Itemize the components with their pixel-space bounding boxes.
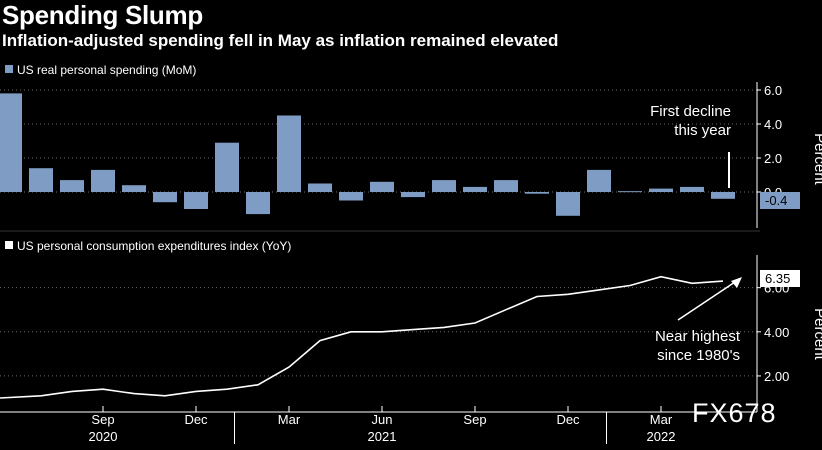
pce-series-line bbox=[0, 275, 724, 399]
x-tick-label: Mar bbox=[278, 412, 301, 427]
line-last-value: 6.35 bbox=[765, 271, 790, 286]
x-tick-label: Dec bbox=[556, 412, 580, 427]
bar bbox=[711, 192, 735, 199]
bar bbox=[556, 192, 580, 216]
bar bbox=[463, 186, 487, 192]
bar bbox=[587, 169, 611, 192]
bar bbox=[29, 168, 53, 192]
line-annotation-line1: Near highest bbox=[655, 328, 741, 345]
line-last-value-badge: 6.35 bbox=[760, 270, 800, 287]
bar bbox=[122, 185, 146, 192]
bar-annotation-line2: this year bbox=[674, 122, 731, 139]
bar-ytick-label: 2.0 bbox=[764, 151, 782, 166]
line-annotation-line2: since 1980's bbox=[657, 347, 740, 364]
bar bbox=[277, 115, 301, 192]
x-year-label: 2020 bbox=[89, 429, 118, 444]
bar bbox=[184, 192, 208, 209]
bar-last-value-badge: -0.4 bbox=[760, 192, 800, 209]
bar-annotation-line1: First decline bbox=[650, 103, 731, 120]
bar-ytick-label: 6.0 bbox=[764, 83, 782, 98]
line-panel: US personal consumption expenditures ind… bbox=[0, 239, 822, 412]
x-tick-label: Sep bbox=[91, 412, 114, 427]
x-tick-label: Dec bbox=[184, 412, 208, 427]
bar-legend-swatch bbox=[5, 65, 13, 73]
bar-last-value: -0.4 bbox=[765, 193, 787, 208]
bar bbox=[339, 192, 363, 201]
line-annotation-arrow bbox=[677, 279, 739, 321]
bar bbox=[618, 191, 642, 193]
bar bbox=[308, 183, 332, 192]
line-legend-swatch bbox=[5, 241, 13, 249]
bar bbox=[246, 192, 270, 215]
x-axis: Sep 2020 Dec Mar Jun 2021 Sep Dec Mar 2022 bbox=[0, 406, 757, 444]
page-subtitle: Inflation-adjusted spending fell in May … bbox=[2, 31, 559, 50]
bar-panel: US real personal spending (MoM) 6.0 4.0 2.… bbox=[0, 63, 822, 228]
line-ytick-label: 4.00 bbox=[764, 325, 789, 340]
bar-ylabel: Percent bbox=[811, 133, 822, 186]
x-year-label: 2022 bbox=[647, 429, 676, 444]
watermark-text: FX678 bbox=[692, 398, 777, 428]
bar bbox=[525, 192, 549, 194]
bar-ytick-label: 4.0 bbox=[764, 117, 782, 132]
bar bbox=[91, 169, 115, 192]
bar bbox=[432, 180, 456, 192]
x-year-label: 2021 bbox=[368, 429, 397, 444]
bar bbox=[649, 188, 673, 192]
bar bbox=[401, 192, 425, 198]
x-tick-label: Mar bbox=[650, 412, 673, 427]
bar bbox=[680, 186, 704, 192]
bar-legend-text: US real personal spending (MoM) bbox=[17, 63, 196, 77]
page-title: Spending Slump bbox=[2, 0, 203, 30]
x-tick-label: Jun bbox=[372, 412, 393, 427]
bar bbox=[60, 180, 84, 192]
bar bbox=[494, 180, 518, 192]
bar bbox=[215, 142, 239, 192]
line-ylabel: Percent bbox=[811, 308, 822, 361]
bar bbox=[0, 93, 22, 192]
line-annotation-arrowhead bbox=[731, 277, 742, 288]
bar bbox=[153, 192, 177, 203]
x-tick-label: Sep bbox=[463, 412, 486, 427]
line-ytick-label: 2.00 bbox=[764, 369, 789, 384]
bar bbox=[370, 181, 394, 192]
line-legend-text: US personal consumption expenditures ind… bbox=[17, 239, 291, 253]
